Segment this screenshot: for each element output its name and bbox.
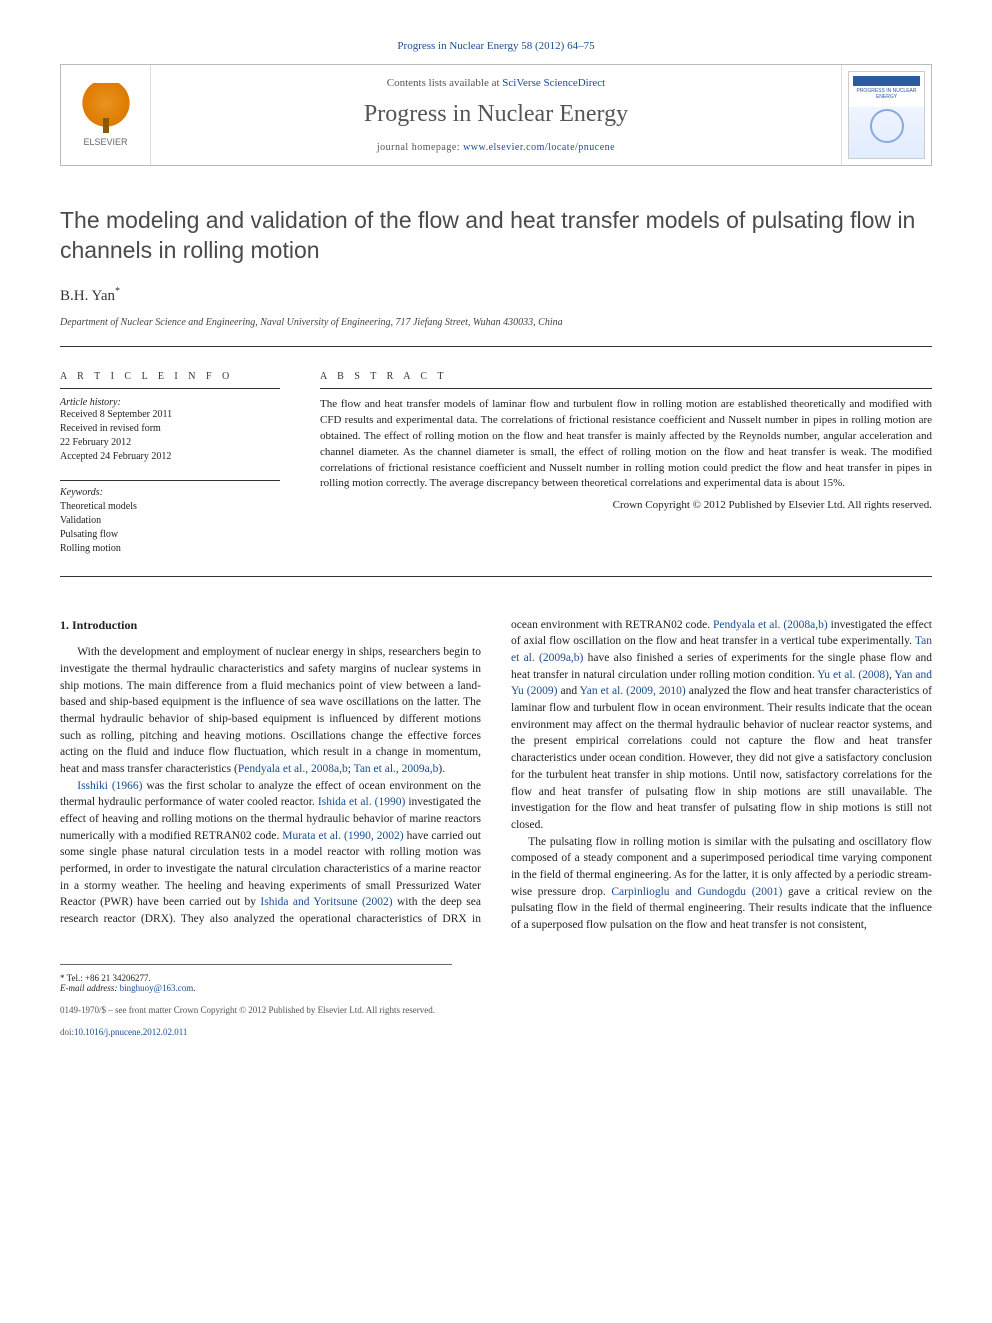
corr-email: E-mail address: binghuoy@163.com. (60, 983, 452, 993)
body-paragraph: With the development and employment of n… (60, 644, 481, 777)
history-item: Received in revised form (60, 422, 280, 436)
citation-ref[interactable]: Yu et al. (2008) (817, 669, 889, 681)
body-text: analyzed the flow and heat transfer char… (511, 685, 932, 830)
citation-ref[interactable]: Pendyala et al., 2008a,b (238, 763, 348, 775)
tel-value: +86 21 34206277. (85, 973, 151, 983)
author-email-link[interactable]: binghuoy@163.com (120, 983, 194, 993)
email-suffix: . (193, 983, 195, 993)
author-line: B.H. Yan* (60, 286, 932, 305)
footer-issn-line: 0149-1970/$ – see front matter Crown Cop… (60, 1005, 932, 1015)
header-center: Contents lists available at SciVerse Sci… (151, 65, 841, 165)
citation-ref[interactable]: Isshiki (1966) (77, 780, 142, 792)
author-marker: * (115, 286, 120, 297)
keyword: Rolling motion (60, 542, 280, 556)
contents-prefix: Contents lists available at (387, 77, 502, 89)
info-abstract-row: A R T I C L E I N F O Article history: R… (60, 371, 932, 577)
journal-cover-thumbnail: PROGRESS IN NUCLEAR ENERGY (848, 71, 925, 159)
body-paragraph: The pulsating flow in rolling motion is … (511, 834, 932, 934)
corr-tel: * Tel.: +86 21 34206277. (60, 973, 452, 983)
body-text: ). (438, 763, 445, 775)
journal-homepage-line: journal homepage: www.elsevier.com/locat… (163, 142, 829, 153)
homepage-url[interactable]: www.elsevier.com/locate/pnucene (463, 142, 615, 153)
author-name: B.H. Yan (60, 288, 115, 304)
section-heading: 1. Introduction (60, 617, 481, 634)
body-text: carried out by (189, 896, 260, 908)
journal-title: Progress in Nuclear Energy (163, 101, 829, 128)
doi-link[interactable]: 10.1016/j.pnucene.2012.02.011 (74, 1027, 187, 1037)
article-info-column: A R T I C L E I N F O Article history: R… (60, 371, 280, 556)
elsevier-tree-icon (81, 83, 131, 133)
journal-cover-cell: PROGRESS IN NUCLEAR ENERGY (841, 65, 931, 165)
citation-ref[interactable]: Tan et al., 2009a,b (354, 763, 439, 775)
email-label: E-mail address: (60, 983, 120, 993)
keyword: Validation (60, 514, 280, 528)
history-item: 22 February 2012 (60, 436, 280, 450)
cover-caption: PROGRESS IN NUCLEAR ENERGY (849, 88, 924, 100)
footer-doi-line: doi:10.1016/j.pnucene.2012.02.011 (60, 1027, 932, 1037)
article-body: 1. Introduction With the development and… (60, 617, 932, 934)
doi-prefix: doi: (60, 1027, 74, 1037)
journal-header-banner: ELSEVIER Contents lists available at Sci… (60, 64, 932, 166)
body-text: and (557, 685, 579, 697)
abstract-text: The flow and heat transfer models of lam… (320, 397, 932, 493)
publisher-logo-cell: ELSEVIER (61, 65, 151, 165)
tel-label: * Tel.: (60, 973, 85, 983)
publisher-name: ELSEVIER (83, 137, 127, 147)
abstract-label: A B S T R A C T (320, 371, 932, 389)
article-title: The modeling and validation of the flow … (60, 206, 932, 266)
history-item: Accepted 24 February 2012 (60, 450, 280, 464)
sciencedirect-link[interactable]: SciVerse ScienceDirect (502, 77, 605, 89)
keyword: Theoretical models (60, 500, 280, 514)
keywords-block: Keywords: Theoretical models Validation … (60, 480, 280, 556)
abstract-copyright: Crown Copyright © 2012 Published by Else… (320, 498, 932, 514)
history-label: Article history: (60, 397, 280, 408)
citation-ref[interactable]: Ishida and Yoritsune (2002) (260, 896, 392, 908)
contents-available-line: Contents lists available at SciVerse Sci… (163, 77, 829, 89)
citation-header: Progress in Nuclear Energy 58 (2012) 64–… (60, 40, 932, 52)
citation-link[interactable]: Progress in Nuclear Energy 58 (2012) 64–… (397, 40, 594, 52)
citation-ref[interactable]: Carpinlioglu and Gundogdu (2001) (611, 886, 782, 898)
citation-ref[interactable]: Yan et al. (2009, 2010) (580, 685, 686, 697)
keywords-label: Keywords: (60, 487, 280, 498)
homepage-prefix: journal homepage: (377, 142, 463, 153)
corresponding-author-note: * Tel.: +86 21 34206277. E-mail address:… (60, 964, 452, 993)
history-item: Received 8 September 2011 (60, 408, 280, 422)
affiliation: Department of Nuclear Science and Engine… (60, 317, 932, 347)
article-info-label: A R T I C L E I N F O (60, 371, 280, 389)
keyword: Pulsating flow (60, 528, 280, 542)
citation-ref[interactable]: Pendyala et al. (2008a,b) (713, 619, 828, 631)
citation-ref[interactable]: Murata et al. (1990, 2002) (282, 830, 403, 842)
body-text: With the development and employment of n… (60, 646, 481, 775)
citation-ref[interactable]: Ishida et al. (1990) (318, 796, 405, 808)
abstract-column: A B S T R A C T The flow and heat transf… (320, 371, 932, 556)
